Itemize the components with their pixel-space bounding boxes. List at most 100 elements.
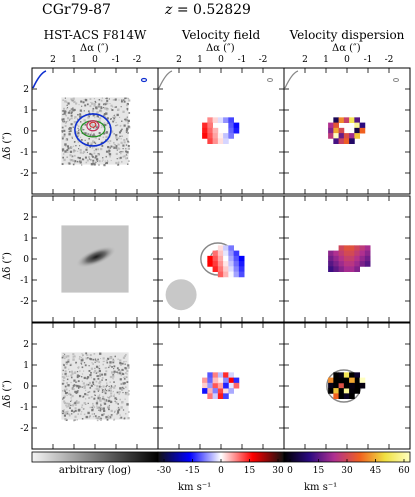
y-tick-label: 1 [23, 361, 29, 371]
noise-pixel [110, 409, 113, 412]
noise-pixel [65, 114, 67, 117]
spaxel [223, 271, 229, 278]
noise-pixel [82, 158, 85, 161]
noise-pixel [98, 385, 101, 388]
noise-pixel [89, 415, 91, 417]
noise-pixel [77, 413, 79, 415]
noise-pixel [75, 362, 77, 365]
noise-pixel [68, 119, 71, 121]
noise-pixel [127, 140, 129, 143]
noise-pixel [124, 393, 127, 396]
noise-pixel [92, 107, 95, 110]
spaxel [343, 377, 350, 384]
axis-ticks [284, 196, 410, 322]
panel-frame [283, 67, 411, 195]
noise-pixel [70, 114, 73, 117]
spaxel [354, 250, 360, 257]
spaxel [333, 382, 339, 389]
noise-pixel [90, 122, 93, 125]
noise-pixel [113, 115, 115, 117]
noise-pixel [125, 144, 128, 146]
noise-pixel [99, 406, 101, 408]
noise-pixel [76, 133, 79, 136]
noise-pixel [87, 391, 89, 393]
noise-pixel [84, 132, 87, 135]
noise-pixel [102, 159, 104, 161]
spaxel [228, 250, 234, 257]
noise-pixel [70, 409, 74, 412]
noise-pixel [97, 154, 99, 156]
noise-pixel [61, 411, 64, 413]
noise-pixel [115, 161, 118, 165]
noise-pixel [95, 127, 98, 130]
noise-pixel [98, 361, 100, 363]
noise-pixel [99, 135, 101, 137]
spaxel [359, 122, 366, 129]
noise-pixel [116, 371, 118, 373]
noise-pixel [83, 402, 86, 405]
redshift-label: z = 0.52829 [165, 2, 251, 18]
noise-pixel [106, 121, 109, 124]
noise-pixel [81, 411, 83, 413]
noise-pixel [105, 131, 108, 134]
noise-pixel [63, 133, 66, 136]
noise-pixel [117, 161, 120, 164]
noise-pixel [93, 371, 95, 374]
noise-pixel [89, 406, 91, 409]
noise-pixel [67, 404, 70, 408]
spaxel [212, 372, 219, 378]
noise-pixel [119, 398, 122, 401]
spaxel [223, 261, 229, 267]
noise-pixel [75, 404, 77, 406]
noise-pixel [88, 137, 90, 140]
noise-pixel [119, 378, 122, 381]
noise-pixel [98, 160, 101, 163]
noise-pixel [90, 102, 94, 105]
noise-pixel [78, 104, 80, 106]
noise-pixel [80, 359, 83, 362]
noise-pixel [110, 104, 113, 107]
y-tick-label: 0 [23, 382, 29, 392]
noise-pixel [93, 378, 96, 381]
noise-pixel [115, 398, 118, 401]
noise-pixel [61, 390, 64, 392]
noise-pixel [125, 131, 127, 134]
noise-pixel [126, 369, 129, 373]
noise-pixel [105, 156, 107, 158]
noise-pixel [79, 159, 82, 162]
spaxel [228, 255, 234, 262]
noise-pixel [98, 416, 101, 419]
noise-pixel [77, 390, 79, 392]
noise-pixel [61, 412, 64, 415]
spaxel [328, 127, 334, 134]
noise-pixel [81, 406, 83, 409]
noise-pixel [107, 399, 111, 403]
noise-pixel [111, 366, 113, 368]
noise-pixel [98, 369, 101, 373]
noise-pixel [105, 150, 109, 153]
spaxel [338, 127, 345, 134]
noise-pixel [81, 386, 83, 388]
spaxel [359, 255, 366, 262]
noise-pixel [62, 156, 65, 159]
noise-pixel [85, 357, 88, 360]
noise-pixel [76, 135, 79, 138]
noise-pixel [104, 388, 107, 390]
noise-pixel [122, 369, 124, 371]
noise-pixel [108, 366, 110, 369]
noise-pixel [108, 133, 110, 135]
noise-pixel [76, 160, 79, 163]
noise-pixel [79, 356, 81, 358]
noise-pixel [85, 122, 87, 125]
noise-pixel [73, 410, 76, 413]
noise-pixel [127, 163, 129, 165]
noise-pixel [120, 150, 122, 153]
noise-pixel [101, 388, 103, 390]
spaxel [338, 393, 345, 399]
spaxel [343, 393, 350, 399]
noise-pixel [70, 112, 73, 115]
noise-pixel [105, 112, 108, 115]
noise-pixel [70, 374, 73, 377]
noise-pixel [113, 381, 115, 383]
y-tick-label: 2 [23, 213, 29, 223]
